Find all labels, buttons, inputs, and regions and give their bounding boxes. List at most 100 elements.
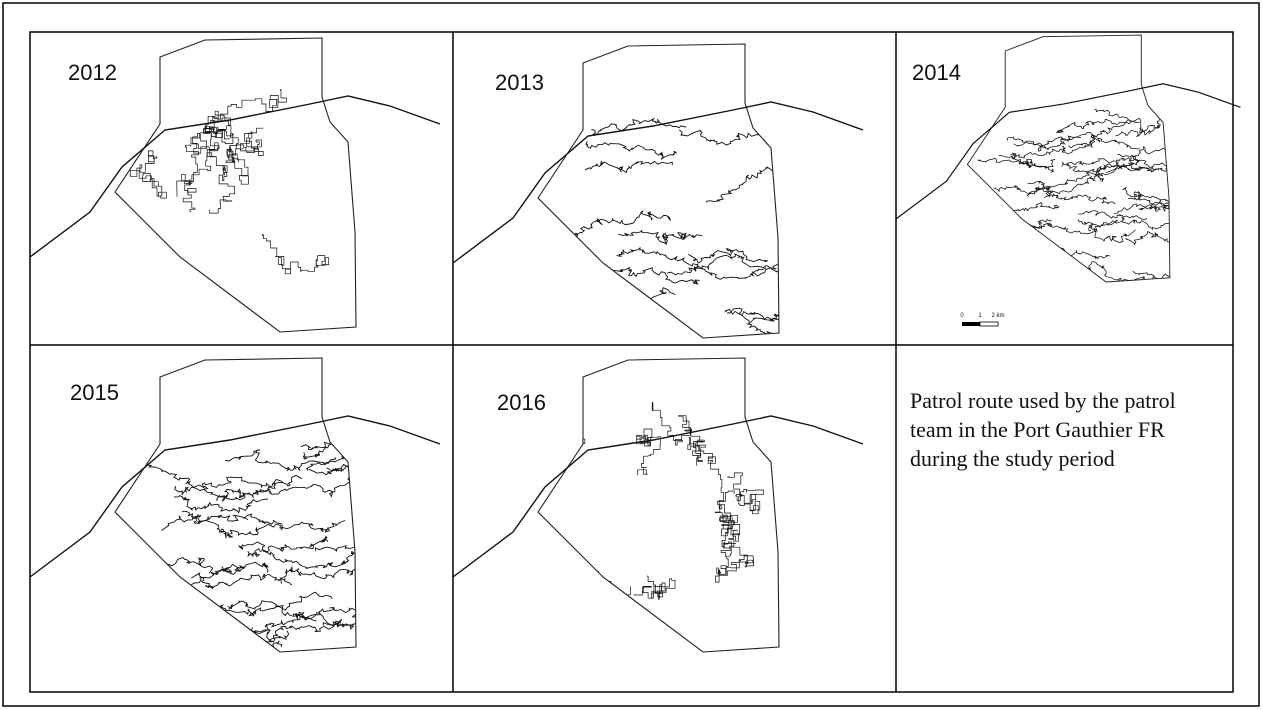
patrol-route (716, 542, 754, 582)
patrol-route (1011, 144, 1093, 158)
year-label: 2015 (70, 380, 119, 405)
patrol-route (728, 473, 764, 514)
patrol-route (142, 636, 281, 661)
reserve-boundary (538, 44, 779, 338)
patrol-route (551, 389, 585, 451)
patrol-route (1067, 158, 1133, 166)
patrol-route (316, 552, 370, 568)
patrol-route (181, 298, 224, 326)
patrol-route (182, 145, 199, 212)
patrol-route (1014, 120, 1139, 150)
river (453, 416, 863, 577)
patrol-route (652, 403, 704, 466)
patrol-route (693, 445, 724, 519)
patrol-route (1078, 217, 1176, 229)
patrol-route (634, 576, 675, 599)
patrol-route (752, 268, 856, 276)
patrol-route (1114, 203, 1207, 213)
patrol-route (306, 445, 414, 471)
reserve-boundary (115, 38, 356, 332)
river (896, 84, 1240, 219)
patrol-route (251, 616, 317, 632)
patrol-route (995, 186, 1051, 197)
patrol-route (315, 539, 402, 552)
patrol-route (680, 127, 784, 145)
patrol-route (146, 462, 254, 499)
scale-label: 2 km (991, 313, 1004, 319)
patrol-route (327, 466, 390, 481)
patrol-route (1126, 232, 1233, 245)
patrol-route (557, 211, 670, 244)
figure: 2012 2013 2014 2015 2016 0 1 2 km Patrol route … (0, 0, 1263, 710)
patrol-route (595, 634, 627, 696)
scale-label: 1 (978, 313, 982, 319)
patrol-route (323, 608, 474, 628)
patrol-route (262, 235, 328, 274)
scale-bar-black (962, 322, 980, 326)
patrol-route (136, 558, 241, 575)
patrol-route (130, 151, 166, 198)
patrol-route (1078, 211, 1147, 220)
patrol-route (746, 324, 806, 341)
patrol-route (978, 158, 1054, 172)
patrol-route (980, 247, 1035, 259)
patrol-route (617, 248, 767, 280)
year-label: 2016 (497, 390, 546, 415)
scale-bar-white (980, 322, 998, 326)
year-label: 2014 (912, 60, 961, 85)
scale-label: 0 (960, 313, 964, 319)
river (30, 416, 440, 577)
patrol-route (304, 430, 417, 459)
reserve-boundary (115, 358, 356, 652)
patrol-route (1133, 271, 1239, 285)
patrol-route (1068, 135, 1140, 149)
patrol-route (161, 516, 280, 538)
patrol-route (309, 462, 421, 475)
patrol-route (198, 592, 332, 616)
patrol-route (986, 203, 1059, 211)
patrol-routes (136, 430, 474, 662)
patrol-route (239, 537, 329, 552)
patrol-route (182, 511, 248, 523)
patrol-route (1005, 219, 1117, 234)
patrol-route (591, 268, 700, 284)
patrol-route (175, 477, 283, 494)
reserve-boundary (538, 358, 779, 652)
patrol-route (586, 142, 677, 159)
patrol-route (706, 167, 806, 202)
patrol-route (561, 553, 574, 577)
patrol-route (586, 161, 673, 172)
patrol-route (281, 566, 398, 584)
patrol-route (1007, 136, 1081, 151)
patrol-route (591, 572, 631, 610)
reserve-boundary (967, 35, 1169, 282)
patrol-route (581, 288, 675, 303)
patrol-route (727, 308, 865, 335)
outer-border (3, 3, 1259, 706)
patrol-route (1044, 194, 1115, 205)
patrol-route (618, 230, 702, 244)
patrol-route (988, 220, 1052, 234)
scale-bar: 0 1 2 km (960, 313, 1004, 326)
patrol-route (1139, 197, 1218, 212)
patrol-route (191, 573, 291, 589)
patrol-route (248, 549, 318, 569)
patrol-route (986, 248, 1046, 256)
caption: Patrol route used by the patrol team in … (910, 386, 1210, 473)
patrol-route (1002, 245, 1109, 262)
patrol-route (637, 429, 661, 475)
patrol-route (301, 438, 398, 449)
table-border (30, 32, 1233, 692)
patrol-routes (978, 109, 1240, 285)
patrol-route (200, 616, 289, 642)
patrol-routes (557, 119, 865, 341)
river (30, 96, 440, 257)
patrol-route (592, 119, 686, 135)
patrol-route (217, 475, 302, 501)
patrol-route (174, 496, 268, 513)
year-label: 2012 (68, 60, 117, 85)
patrol-route (1096, 164, 1171, 174)
figure-canvas: 2012 2013 2014 2015 2016 0 1 2 km (0, 0, 1263, 710)
year-label: 2013 (495, 70, 544, 95)
patrol-route (130, 292, 176, 318)
